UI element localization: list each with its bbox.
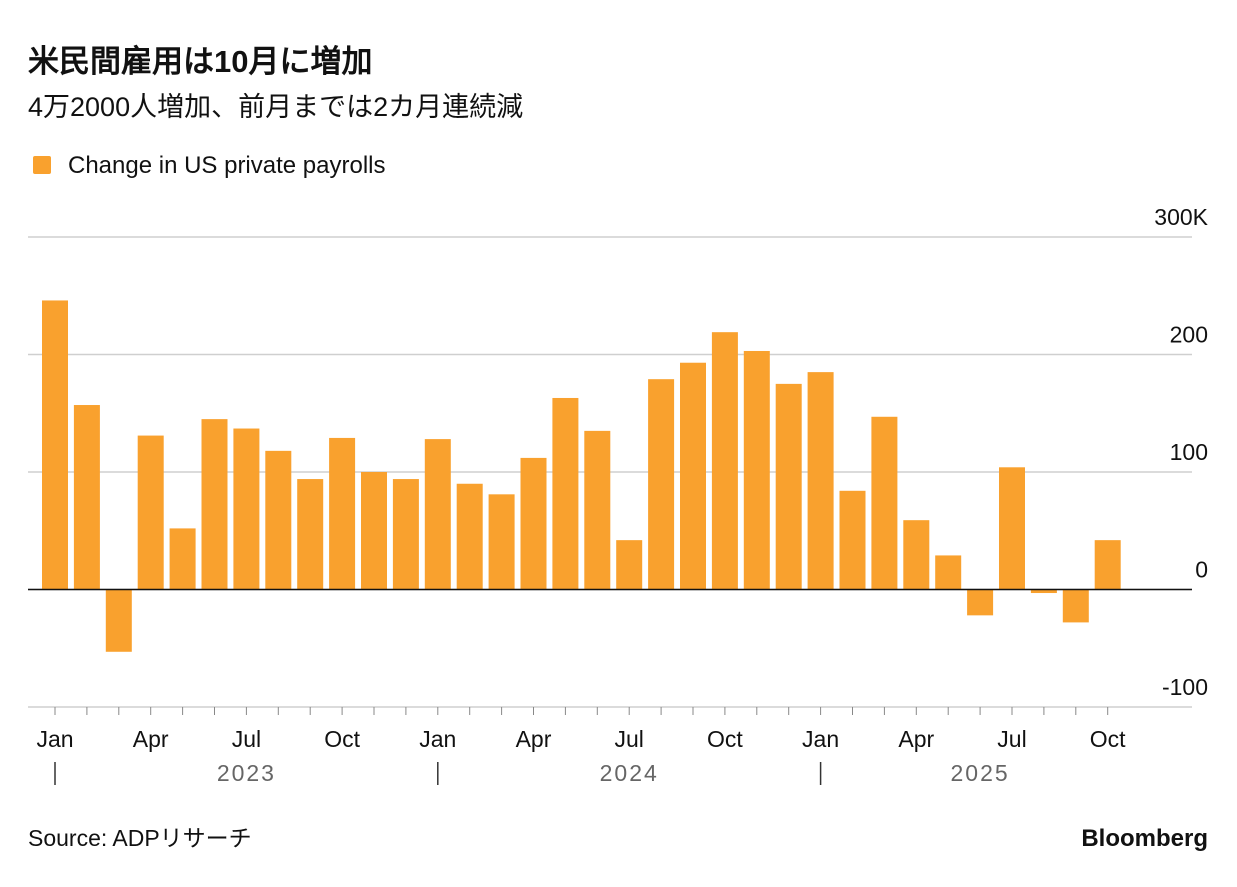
bar: [935, 555, 962, 590]
bar: [42, 300, 68, 590]
bar: [839, 490, 866, 590]
y-tick-label: -100: [1162, 674, 1208, 700]
bar: [456, 483, 483, 590]
x-tick-label: Jul: [232, 726, 261, 752]
bar: [233, 428, 260, 590]
bar: [520, 457, 547, 590]
bar: [265, 450, 292, 590]
x-tick-label: Jan: [802, 726, 839, 752]
bar: [807, 372, 834, 590]
bar: [201, 419, 228, 590]
x-tick-label: Jan: [36, 726, 73, 752]
bar: [392, 479, 419, 590]
x-tick-label: Jul: [997, 726, 1026, 752]
y-tick-label: 0: [1195, 557, 1208, 583]
bar: [424, 439, 451, 590]
bar: [775, 383, 802, 590]
bar: [903, 520, 930, 590]
bar: [743, 350, 770, 590]
bar: [361, 472, 387, 590]
bar: [1030, 589, 1057, 594]
bar: [73, 405, 100, 590]
bar: [648, 379, 675, 590]
bar: [297, 479, 324, 590]
bar: [1062, 589, 1089, 623]
x-tick-label: Apr: [516, 726, 552, 752]
bar: [967, 589, 994, 616]
x-tick-label: Oct: [1090, 726, 1126, 752]
legend-label: Change in US private payrolls: [68, 152, 386, 179]
bar: [999, 467, 1025, 590]
x-tick-label: Apr: [133, 726, 169, 752]
bar: [680, 362, 706, 590]
legend-swatch: [33, 156, 51, 174]
year-label: 2023: [217, 760, 276, 786]
bar: [169, 528, 196, 590]
y-tick-label: 200: [1170, 322, 1208, 348]
bar: [552, 397, 579, 590]
x-tick-label: Jan: [419, 726, 456, 752]
source: Source: ADPリサーチ: [28, 825, 252, 851]
x-tick-label: Jul: [614, 726, 643, 752]
chart-title: 米民間雇用は10月に増加: [28, 44, 372, 79]
y-tick-label: 300K: [1154, 204, 1208, 230]
bar: [584, 430, 611, 590]
bar: [105, 589, 132, 652]
brand: Bloomberg: [1081, 825, 1208, 852]
bar: [137, 435, 164, 590]
bar: [711, 332, 738, 590]
bar: [1094, 540, 1121, 590]
y-tick-label: 100: [1170, 439, 1208, 465]
bar: [329, 437, 356, 590]
x-tick-label: Apr: [898, 726, 934, 752]
bar: [871, 416, 898, 590]
x-tick-label: Oct: [707, 726, 743, 752]
chart-subtitle: 4万2000人増加、前月までは2カ月連続減: [28, 92, 523, 122]
year-label: 2024: [600, 760, 659, 786]
bar: [488, 494, 515, 590]
year-label: 2025: [951, 760, 1010, 786]
x-tick-label: Oct: [324, 726, 360, 752]
bar: [616, 540, 643, 590]
